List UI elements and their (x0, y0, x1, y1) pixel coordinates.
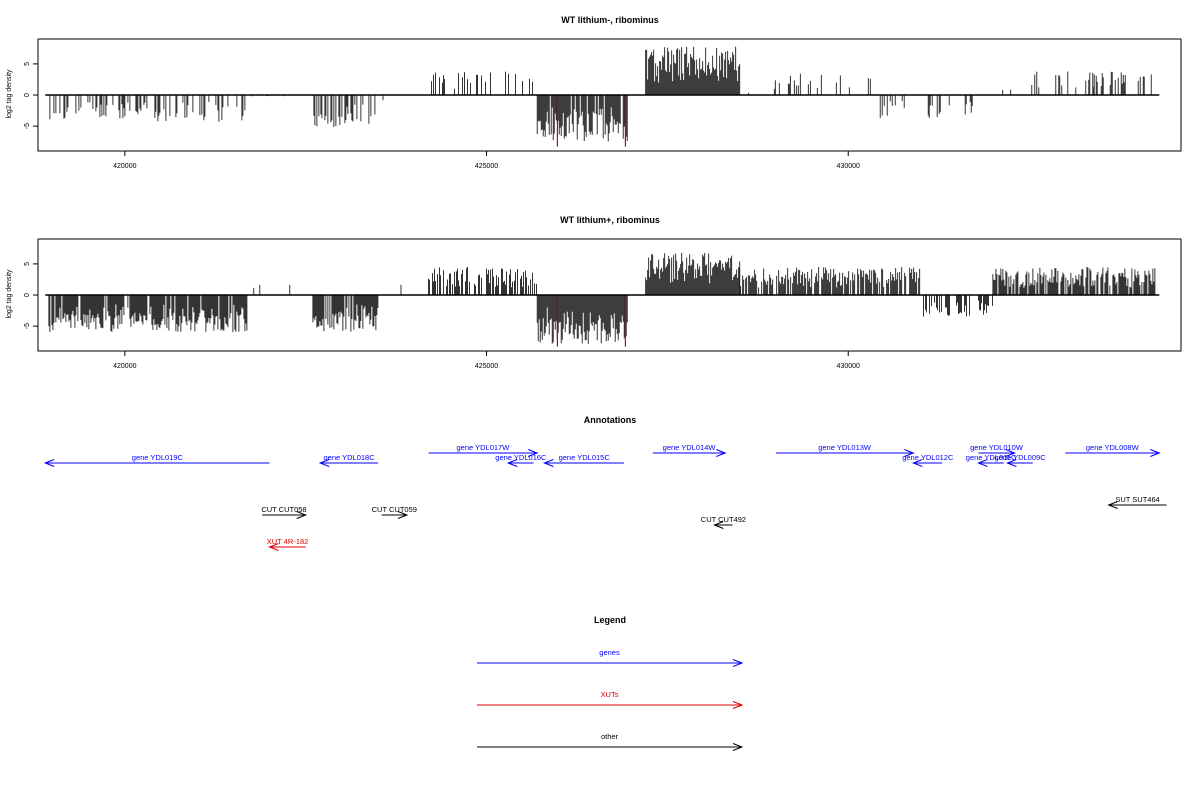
x-tick-label: 430000 (837, 163, 860, 170)
y-axis-label: log2 tag density (6, 269, 13, 319)
highlighted-bars (556, 95, 627, 147)
feature-gene-ydl018c: gene YDL018C (318, 453, 379, 467)
density-bars (49, 46, 1152, 142)
feature-label: gene YDL018C (323, 453, 375, 462)
feature-label: CUT CUT058 (261, 505, 306, 514)
arrow-head-icon (1005, 449, 1016, 457)
x-tick-label: 420000 (113, 163, 136, 170)
arrow-head-icon (1006, 459, 1017, 467)
arrow-head-icon (716, 449, 727, 457)
legend-label: genes (599, 648, 620, 657)
annotations-panel: Annotations gene YDL019C gene YDL018C gene… (43, 415, 1167, 551)
feature-gene-ydl011c: gene YDL011C (966, 453, 1017, 467)
arrow-head-icon (1150, 449, 1161, 457)
x-tick-label: 430000 (837, 363, 860, 370)
y-tick-label: 5 (24, 262, 31, 266)
legend-entries: genes XUTs other (477, 648, 744, 751)
legend-label: other (601, 732, 619, 741)
feature-label: SUT SUT464 (1115, 495, 1159, 504)
legend: Legend genes XUTs other (477, 615, 744, 751)
feature-label: gene YDL008W (1086, 443, 1140, 452)
feature-gene-ydl014w: gene YDL014W (652, 443, 727, 457)
feature-label: XUT 4R-182 (267, 537, 309, 546)
arrow-head-icon (296, 511, 308, 519)
feature-label: gene YDL013W (818, 443, 872, 452)
track-panel-lithium-plus: WT lithium+, ribominus log2 tag density … (6, 215, 1182, 370)
arrow-head-icon (506, 459, 518, 467)
panel-title: WT lithium-, ribominus (561, 15, 659, 25)
feature-gene-ydl009c: gene YDL009C (994, 453, 1046, 467)
arrow-head-icon (268, 543, 279, 551)
x-tick-label: 420000 (113, 363, 136, 370)
feature-label: gene YDL019C (132, 453, 184, 462)
feature-gene-ydl013w: gene YDL013W (775, 443, 915, 457)
legend-entry-other: other (477, 732, 744, 751)
arrow-head-icon (977, 459, 988, 467)
highlighted-bars (556, 295, 627, 347)
feature-label: gene YDL017W (456, 443, 510, 452)
feature-gene-ydl016c: gene YDL016C (495, 453, 547, 467)
feature-label: gene YDL010W (970, 443, 1024, 452)
feature-label: gene YDL011C (966, 453, 1017, 462)
feature-label: CUT CUT492 (701, 515, 746, 524)
feature-gene-ydl017w: gene YDL017W (428, 443, 539, 457)
arrow-head-icon (527, 449, 539, 457)
axes: 420000 425000 430000 -5 0 5 (24, 62, 860, 170)
feature-xut-4r-182: XUT 4R-182 (267, 537, 309, 551)
x-tick-label: 425000 (475, 163, 498, 170)
feature-gene-ydl015c: gene YDL015C (543, 453, 624, 467)
feature-label: gene YDL015C (559, 453, 611, 462)
arrow-head-icon (1107, 501, 1118, 509)
y-tick-label: 0 (24, 293, 31, 297)
feature-gene-ydl012c: gene YDL012C (902, 453, 954, 467)
density-bars (48, 252, 1156, 344)
y-tick-label: -5 (24, 323, 31, 329)
arrow-head-icon (904, 449, 915, 457)
legend-entry-XUTs: XUTs (477, 690, 744, 709)
feature-label: gene YDL014W (663, 443, 717, 452)
arrow-head-icon (43, 459, 55, 467)
arrow-head-icon (397, 511, 409, 519)
arrow-head-icon (713, 521, 724, 529)
feature-cut-cut059: CUT CUT059 (372, 505, 417, 519)
y-tick-label: 0 (24, 93, 31, 97)
y-tick-label: 5 (24, 62, 31, 66)
track-panel-lithium-minus: WT lithium-, ribominus log2 tag density … (6, 15, 1182, 170)
feature-gene-ydl008w: gene YDL008W (1065, 443, 1161, 457)
feature-sut-sut464: SUT SUT464 (1107, 495, 1167, 509)
panel-title: WT lithium+, ribominus (560, 215, 660, 225)
feature-label: gene YDL016C (495, 453, 547, 462)
feature-label: gene YDL009C (994, 453, 1046, 462)
y-axis-label: log2 tag density (6, 69, 13, 119)
annotations-title: Annotations (584, 415, 637, 425)
feature-gene-ydl010w: gene YDL010W (970, 443, 1024, 457)
x-tick-label: 425000 (475, 363, 498, 370)
legend-label: XUTs (601, 690, 619, 699)
legend-entry-genes: genes (477, 648, 744, 667)
feature-gene-ydl019c: gene YDL019C (43, 453, 270, 467)
y-tick-label: -5 (24, 123, 31, 129)
arrow-head-icon (318, 459, 330, 467)
arrow-head-icon (732, 701, 744, 709)
arrow-head-icon (732, 659, 744, 667)
arrow-head-icon (911, 459, 923, 467)
legend-title: Legend (594, 615, 626, 625)
feature-cut-cut058: CUT CUT058 (261, 505, 308, 519)
feature-label: CUT CUT059 (372, 505, 417, 514)
axes: 420000 425000 430000 -5 0 5 (24, 262, 860, 370)
feature-label: gene YDL012C (902, 453, 954, 462)
arrow-head-icon (732, 743, 744, 751)
feature-cut-cut492: CUT CUT492 (701, 515, 746, 529)
arrow-head-icon (543, 459, 554, 467)
